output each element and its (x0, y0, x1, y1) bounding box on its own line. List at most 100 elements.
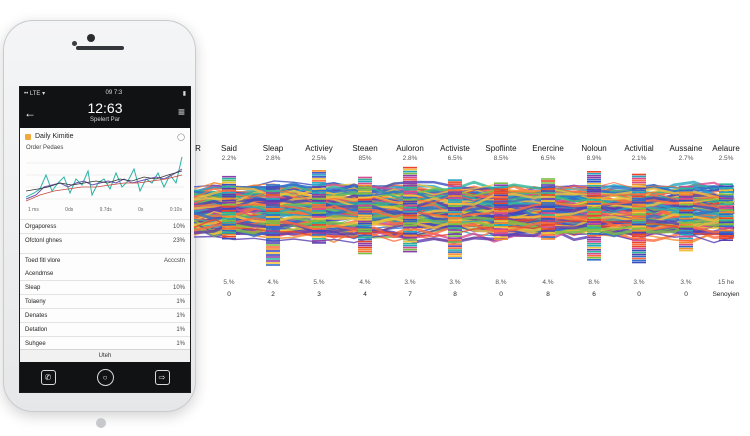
stream-pillar-tick (494, 208, 508, 210)
stream-pillar-tick (587, 247, 601, 249)
stream-pillar-tick (448, 181, 462, 183)
stream-pillar-tick (719, 189, 733, 191)
stream-pillar-tick (403, 232, 417, 235)
stream-pillar-tick (448, 207, 462, 209)
list-item[interactable]: Tolaeny 1% (20, 294, 190, 308)
stream-pillar-tick (632, 217, 646, 220)
stream-pillar-tick (358, 204, 372, 207)
stream-pillar-tick (358, 228, 372, 231)
list-item[interactable]: Orgaporess 10% (20, 219, 190, 233)
stream-pillar-tick (632, 209, 646, 212)
stream-pillar-tick (679, 235, 693, 238)
stream-pillar-tick (541, 178, 555, 180)
column-bottom-percent: 4.% (359, 279, 371, 286)
stream-pillar-tick (541, 228, 555, 230)
stream-line (194, 199, 735, 220)
stream-pillar-tick (403, 202, 417, 205)
column-top-percent: 8.5% (493, 155, 509, 162)
status-bar: •• LTE ▾ 09 7:3 ▮ (20, 87, 190, 99)
stream-pillar-tick (632, 261, 646, 264)
stream-pillar-tick (403, 224, 417, 227)
row-label: Toed fitl vlore (25, 257, 61, 264)
list-item[interactable]: Ofctonl ghnes 23% (20, 233, 190, 247)
card-header: Daily Kimitie ◯ (20, 128, 190, 145)
menu-icon[interactable]: ≡ (177, 105, 185, 119)
column-top-percent: 2.8% (265, 155, 281, 162)
stream-pillar-tick (587, 249, 601, 251)
stream-pillar-tick (403, 176, 417, 179)
stream-pillar-tick (448, 185, 462, 187)
stream-pillar-tick (358, 188, 372, 191)
list-item[interactable]: Acendmse (20, 267, 190, 280)
stream-pillar-tick (632, 201, 646, 204)
stream-pillar-tick (403, 166, 417, 169)
stream-pillar-tick (222, 189, 236, 192)
stream-pillar-tick (541, 186, 555, 188)
home-button[interactable] (96, 418, 106, 428)
list-item[interactable]: Detatlon 1% (20, 322, 190, 336)
list-item[interactable]: Sleap 10% (20, 280, 190, 294)
stream-pillar-tick (494, 220, 508, 222)
stream-pillar-tick (587, 231, 601, 233)
stream-pillar-tick (632, 253, 646, 256)
stream-pillar-tick (494, 192, 508, 194)
stream-pillar-tick (403, 246, 417, 249)
share-icon[interactable]: ⇨ (154, 369, 170, 385)
stream-pillar-tick (266, 262, 280, 264)
stream-pillar-tick (222, 191, 236, 194)
stream-pillar-tick (222, 225, 236, 228)
stream-pillar-tick (632, 231, 646, 234)
back-arrow-icon[interactable]: ← (24, 106, 36, 120)
stream-pillar-tick (266, 256, 280, 258)
stream-pillar-tick (448, 179, 462, 181)
column-bottom-percent: 5.% (313, 279, 325, 286)
stream-pillar-tick (494, 200, 508, 202)
stream-pillar-tick (266, 236, 280, 238)
stream-pillar-tick (494, 212, 508, 214)
stream-pillar-tick (632, 241, 646, 244)
stream-pillar-tick (312, 198, 326, 200)
stream-pillar-tick (222, 205, 236, 208)
column-bottom-number: 0 (684, 291, 688, 298)
stream-pillar-tick (403, 174, 417, 177)
mini-chart-grid (26, 162, 184, 200)
stream-pillar-tick (312, 240, 326, 242)
stream-pillar-tick (632, 223, 646, 226)
stream-pillar-tick (312, 200, 326, 202)
stream-pillar-tick (358, 240, 372, 243)
stream-pillar-tick (632, 177, 646, 180)
stream-pillar-tick (403, 212, 417, 215)
stream-pillar-tick (312, 186, 326, 188)
stream-pillar-tick (632, 249, 646, 252)
stream-pillar-tick (222, 237, 236, 240)
column-header: Sleap (262, 144, 284, 153)
stream-pillar-tick (719, 197, 733, 199)
stream-pillar-tick (312, 238, 326, 240)
stream-pillar-tick (312, 216, 326, 218)
stream-pillar-tick (719, 185, 733, 187)
stream-pillar-tick (679, 193, 693, 196)
stream-pillar-tick (358, 248, 372, 251)
stream-pillar-tick (222, 187, 236, 190)
stream-pillar-tick (266, 190, 280, 192)
stream-pillar-tick (719, 203, 733, 205)
stream-pillar-tick (719, 227, 733, 229)
info-icon[interactable]: ◯ (177, 133, 185, 141)
stream-pillar-tick (266, 192, 280, 194)
stream-pillar-tick (541, 212, 555, 214)
stream-pillar-tick (632, 195, 646, 198)
stream-pillar-tick (719, 221, 733, 223)
stream-pillar-tick (719, 239, 733, 241)
phone-icon[interactable]: ✆ (40, 369, 56, 385)
list-item[interactable]: Denates 1% (20, 308, 190, 322)
stream-pillar-tick (632, 183, 646, 186)
stream-pillar-tick (541, 206, 555, 208)
stream-pillar-tick (266, 226, 280, 228)
stream-pillar-tick (632, 251, 646, 254)
stream-pillar-tick (312, 174, 326, 176)
column-top-percent: 8.9% (586, 155, 602, 162)
list-item[interactable]: Toed fitl vlore Acccstn (20, 253, 190, 267)
stream-pillar-tick (403, 236, 417, 239)
home-circle-icon[interactable]: ○ (96, 368, 114, 386)
list-item[interactable]: Suhgee 1% (20, 336, 190, 350)
